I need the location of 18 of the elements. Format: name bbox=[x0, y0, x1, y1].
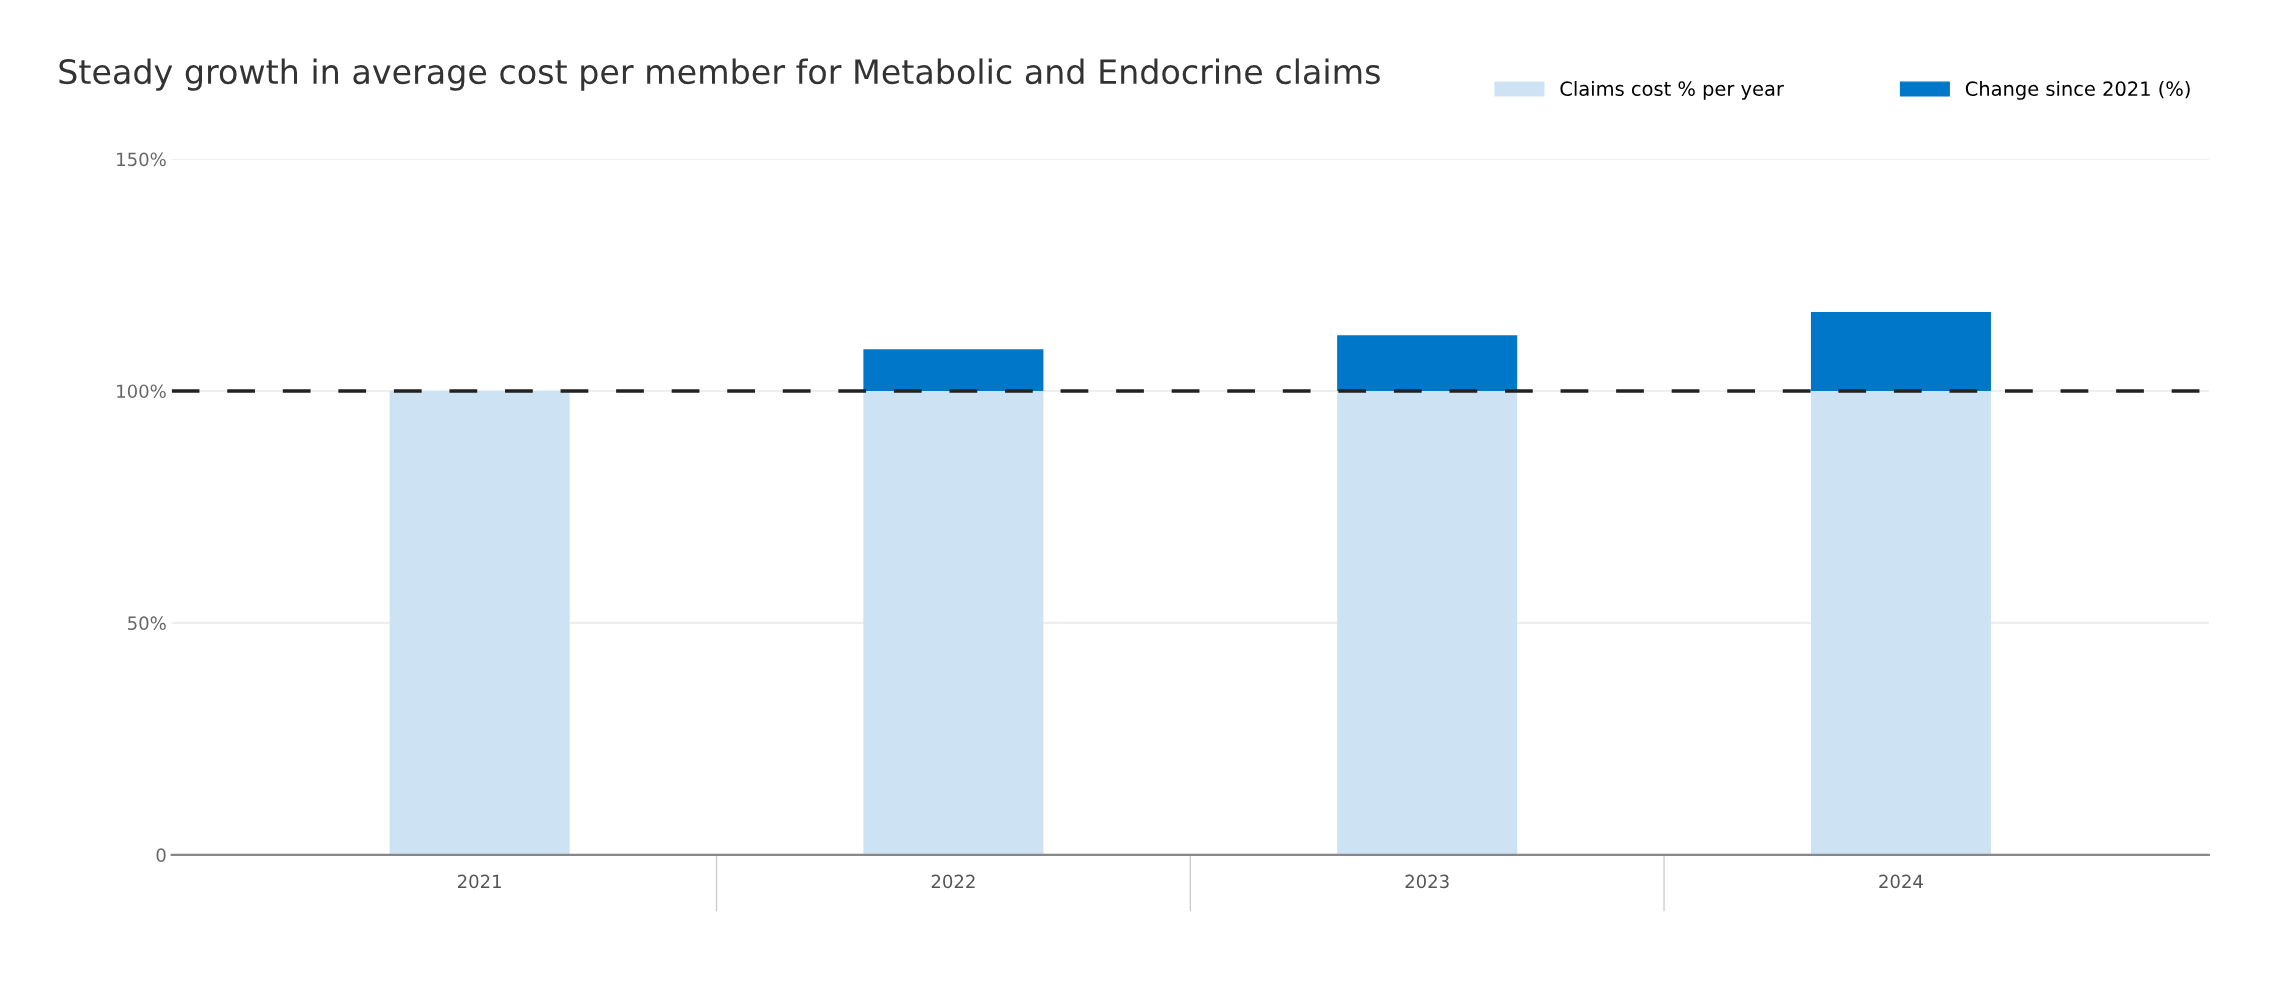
bar bbox=[863, 390, 1044, 855]
x-tick-label: 2024 bbox=[1879, 874, 1923, 889]
legend-label: Claims cost % per year bbox=[1560, 80, 1784, 100]
bar bbox=[1337, 390, 1518, 855]
bar bbox=[1810, 390, 1991, 855]
x-tick-label: 2022 bbox=[931, 874, 975, 889]
bar bbox=[1810, 312, 1991, 391]
legend-label: Change since 2021 (%) bbox=[1965, 80, 2190, 100]
y-tick-label: 0 bbox=[156, 848, 166, 862]
bar bbox=[1337, 335, 1518, 391]
y-tick-label: 50% bbox=[128, 616, 166, 631]
x-tick-label: 2023 bbox=[1405, 874, 1449, 889]
bar bbox=[389, 390, 570, 855]
bar bbox=[863, 349, 1044, 391]
x-tick-label: 2021 bbox=[457, 874, 501, 889]
y-tick-label: 100% bbox=[117, 384, 166, 399]
y-tick-label: 150% bbox=[117, 152, 166, 167]
chart-title: Steady growth in average cost per member for Metabolic and Endocrine claims bbox=[59, 58, 1380, 91]
